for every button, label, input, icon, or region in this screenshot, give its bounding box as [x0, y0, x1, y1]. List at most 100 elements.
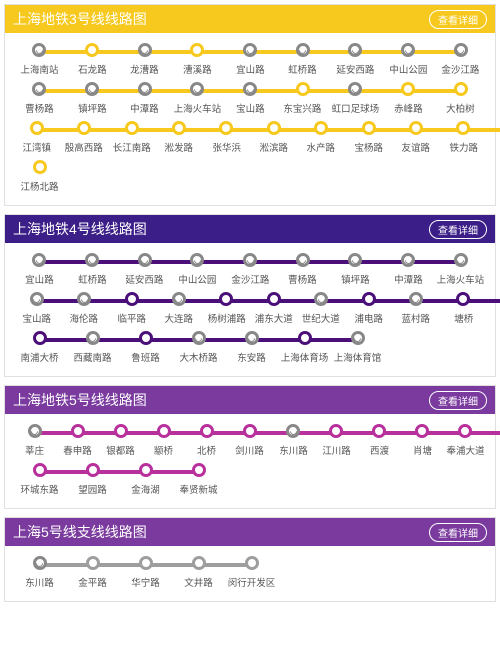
- station[interactable]: 淞发路: [155, 121, 202, 154]
- station[interactable]: 塘桥: [440, 292, 487, 325]
- station[interactable]: 江湾镇: [13, 121, 60, 154]
- station[interactable]: 上海火车站: [171, 82, 224, 115]
- station[interactable]: 虹口足球场: [329, 82, 382, 115]
- station-label: 金海湖: [120, 481, 170, 495]
- station[interactable]: 望园路: [66, 463, 119, 496]
- station[interactable]: 肖塘: [401, 424, 444, 457]
- station[interactable]: 金沙江路: [434, 43, 487, 76]
- station[interactable]: 南浦大桥: [13, 331, 66, 364]
- station[interactable]: 东安路: [225, 331, 278, 364]
- station[interactable]: 镇坪路: [329, 253, 382, 286]
- station[interactable]: 金平路: [66, 556, 119, 589]
- station[interactable]: 杨树浦路: [203, 292, 250, 325]
- station[interactable]: 赤峰路: [382, 82, 435, 115]
- station[interactable]: 环城东路: [13, 463, 66, 496]
- interchange-icon: [243, 43, 257, 57]
- station[interactable]: 大柏树: [434, 82, 487, 115]
- station[interactable]: 张华浜: [203, 121, 250, 154]
- station[interactable]: 淞滨路: [250, 121, 297, 154]
- station-dot-icon: [267, 121, 281, 135]
- station-label: 东川路: [273, 442, 314, 456]
- station[interactable]: 浦电路: [345, 292, 392, 325]
- station[interactable]: 金海湖: [119, 463, 172, 496]
- station[interactable]: 镇坪路: [66, 82, 119, 115]
- station[interactable]: 颛桥: [142, 424, 185, 457]
- station[interactable]: 虹桥路: [276, 43, 329, 76]
- station[interactable]: 银都路: [99, 424, 142, 457]
- station[interactable]: 金沙江路: [224, 253, 277, 286]
- station-label: 宜山路: [225, 61, 275, 75]
- station[interactable]: 江川路: [315, 424, 358, 457]
- station[interactable]: 友谊路: [392, 121, 439, 154]
- station[interactable]: 华宁路: [119, 556, 172, 589]
- station-label: 华宁路: [120, 574, 170, 588]
- station[interactable]: 江杨北路: [13, 160, 66, 193]
- station[interactable]: 中潭路: [382, 253, 435, 286]
- station[interactable]: 漕溪路: [171, 43, 224, 76]
- station[interactable]: 世纪大道: [297, 292, 344, 325]
- station[interactable]: 延安西路: [118, 253, 171, 286]
- interchange-icon: [32, 82, 46, 96]
- view-detail-button[interactable]: 查看详细: [429, 523, 487, 542]
- station-label: 剑川路: [230, 442, 271, 456]
- station[interactable]: 石龙路: [66, 43, 119, 76]
- station[interactable]: 临平路: [108, 292, 155, 325]
- station[interactable]: 大木桥路: [172, 331, 225, 364]
- station[interactable]: 中山公园: [382, 43, 435, 76]
- station[interactable]: 北桥: [185, 424, 228, 457]
- station[interactable]: 龙漕路: [118, 43, 171, 76]
- station[interactable]: 莘庄: [13, 424, 56, 457]
- station[interactable]: 上海体育馆: [331, 331, 384, 364]
- station[interactable]: 蓝村路: [392, 292, 439, 325]
- station[interactable]: 上海南站: [13, 43, 66, 76]
- station-label: 浦东大道: [251, 310, 296, 324]
- view-detail-button[interactable]: 查看详细: [429, 220, 487, 239]
- line-body: 东川路金平路华宁路文井路闵行开发区: [5, 546, 495, 601]
- station[interactable]: 宝山路: [224, 82, 277, 115]
- station[interactable]: 海伦路: [60, 292, 107, 325]
- station[interactable]: 上海火车站: [434, 253, 487, 286]
- station[interactable]: 曹杨路: [276, 253, 329, 286]
- station[interactable]: 东宝兴路: [276, 82, 329, 115]
- station-label: 颛桥: [143, 442, 184, 456]
- station[interactable]: 铁力路: [440, 121, 487, 154]
- station-dot-icon: [329, 424, 343, 438]
- station[interactable]: 春申路: [56, 424, 99, 457]
- view-detail-button[interactable]: 查看详细: [429, 10, 487, 29]
- station-dot-icon: [401, 82, 415, 96]
- station[interactable]: 曹杨路: [13, 82, 66, 115]
- station[interactable]: 文井路: [172, 556, 225, 589]
- station[interactable]: 剑川路: [228, 424, 271, 457]
- station-label: 张华浜: [204, 139, 249, 153]
- station[interactable]: 浦东大道: [250, 292, 297, 325]
- view-detail-button[interactable]: 查看详细: [429, 391, 487, 410]
- station[interactable]: 长江南路: [108, 121, 155, 154]
- station[interactable]: 中潭路: [118, 82, 171, 115]
- station[interactable]: 宜山路: [13, 253, 66, 286]
- station[interactable]: 西渡: [358, 424, 401, 457]
- station[interactable]: 东川路: [13, 556, 66, 589]
- station-label: 淞发路: [156, 139, 201, 153]
- station[interactable]: 宜山路: [224, 43, 277, 76]
- station[interactable]: 奉浦大道: [444, 424, 487, 457]
- station[interactable]: 上海体育场: [278, 331, 331, 364]
- line-body: 宜山路虹桥路延安西路中山公园金沙江路曹杨路镇坪路中潭路上海火车站宝山路海伦路临平…: [5, 243, 495, 376]
- station-label: 虹桥路: [278, 61, 328, 75]
- station[interactable]: 闵行开发区: [225, 556, 278, 589]
- station[interactable]: 西藏南路: [66, 331, 119, 364]
- station-label: 望园路: [67, 481, 117, 495]
- station[interactable]: 东川路: [272, 424, 315, 457]
- station[interactable]: 中山公园: [171, 253, 224, 286]
- station-dot-icon: [243, 424, 257, 438]
- station[interactable]: 水产路: [297, 121, 344, 154]
- station[interactable]: 虹桥路: [66, 253, 119, 286]
- station[interactable]: 延安西路: [329, 43, 382, 76]
- line-title: 上海5号线支线线路图: [13, 522, 147, 542]
- station[interactable]: 鲁班路: [119, 331, 172, 364]
- station[interactable]: 大连路: [155, 292, 202, 325]
- station[interactable]: 宝山路: [13, 292, 60, 325]
- station[interactable]: 宝杨路: [345, 121, 392, 154]
- station[interactable]: 奉贤新城: [172, 463, 225, 496]
- interchange-icon: [28, 424, 42, 438]
- station[interactable]: 殷高西路: [60, 121, 107, 154]
